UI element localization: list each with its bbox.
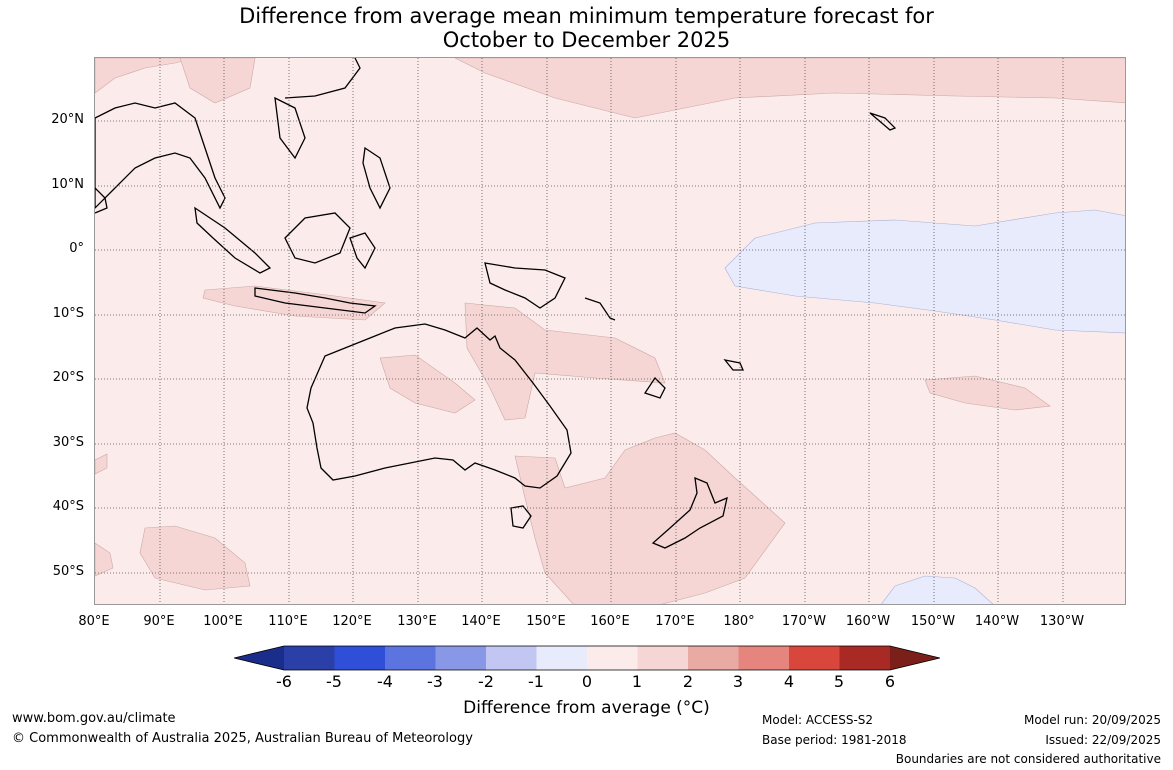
colorbar-tick-1: 1 [631,672,643,691]
sulawesi-coastline [349,232,376,270]
lat-label-0: 0° [69,241,84,256]
colorbar-segment-3-4 [738,646,789,670]
map-title: Difference from average mean minimum tem… [0,4,1173,52]
colorbar-label: Difference from average (°C) [463,698,710,718]
lon-label-170w: 170°W [781,614,827,629]
title-line-2: October to December 2025 [442,28,731,52]
fiji-coastline [723,359,744,371]
lon-label-160w: 160°W [845,614,891,629]
anomaly-region-west-edge [95,453,108,475]
colorbar-segment-min4-min3 [385,646,436,670]
colorbar-tick-min2: -2 [478,672,494,691]
hawaii-coastline [869,112,897,131]
colorbar-segment-min5-min4 [334,646,385,670]
lon-label-150e: 150°E [526,614,566,629]
anomaly-region-south-pacific-east [924,375,1051,411]
colorbar-segment-min3-min2 [435,646,486,670]
colorbar-tick-min1: -1 [528,672,544,691]
colorbar-segment-4-5 [789,646,840,670]
anomaly-region-southern-ocean-east [881,575,994,604]
lon-label-120e: 120°E [332,614,372,629]
anomaly-region-indochina [179,58,256,104]
lon-label-100e: 100°E [203,614,243,629]
lon-label-150w: 150°W [910,614,956,629]
colorbar-tick-4: 4 [783,672,795,691]
borneo-coastline [284,212,351,264]
sumatra-coastline [194,206,272,274]
model-run-date: Model run: 20/09/2025 [1023,713,1161,727]
new-caledonia-coastline [643,376,666,399]
lon-label-130w: 130°W [1039,614,1085,629]
lat-label-30s: 30°S [52,435,84,450]
anomaly-region-indonesia-south [202,285,386,321]
anomaly-region-far-southwest [95,542,114,577]
colorbar-segment-min1-0 [536,646,587,670]
anomaly-region-equatorial-pacific [724,209,1125,334]
anomaly-minus1-to-0-regions [724,209,1125,604]
forecast-map [94,57,1126,605]
lon-label-160e: 160°E [590,614,630,629]
philippines-coastline [362,146,391,210]
sri-lanka-coastline [95,187,108,214]
boundaries-disclaimer: Boundaries are not considered authoritat… [895,752,1161,766]
colorbar-tick-min6: -6 [276,672,292,691]
issued-date: Issued: 22/09/2025 [1045,733,1161,747]
colorbar-segment-0-1 [587,646,638,670]
lon-label-180: 180° [723,614,755,629]
colorbar-tick-6: 6 [884,672,896,691]
colorbar-segment-2-3 [688,646,739,670]
anomaly-region-tasman-sea [514,432,786,604]
lon-label-140w: 140°W [974,614,1020,629]
map-canvas [95,58,1125,604]
title-line-1: Difference from average mean minimum tem… [239,4,934,28]
lat-label-10n: 10°N [51,177,84,192]
colorbar-tick-5: 5 [833,672,845,691]
copyright-text: © Commonwealth of Australia 2025, Austra… [12,731,473,746]
new-guinea-coastline [484,262,566,309]
anomaly-region-southern-ocean-west [139,525,251,591]
website-link[interactable]: www.bom.gov.au/climate [12,711,176,726]
colorbar-segment-5-6 [839,646,890,670]
anomaly-region-coral-sea [464,302,666,421]
base-period: Base period: 1981-2018 [762,733,907,747]
colorbar-segment-below-min6 [234,646,284,670]
lon-label-130e: 130°E [397,614,437,629]
lon-label-170e: 170°E [655,614,695,629]
solomon-islands-coastline [584,297,616,321]
anomaly-1-to-2-regions [95,58,1125,604]
colorbar-segment-min6-min5 [284,646,335,670]
model-name: Model: ACCESS-S2 [762,713,874,727]
new-zealand-coastline [651,476,728,549]
lon-label-90e: 90°E [143,614,175,629]
colorbar [234,645,940,671]
china-coastline [284,58,361,99]
colorbar-tick-2: 2 [682,672,694,691]
graticule [95,58,1125,604]
colorbar-tick-min3: -3 [427,672,443,691]
colorbar-tick-min5: -5 [326,672,342,691]
lat-label-20n: 20°N [51,112,84,127]
lat-label-50s: 50°S [52,564,84,579]
australia-coastline [306,323,572,489]
lat-label-20s: 20°S [52,370,84,385]
colorbar-segment-min2-min1 [486,646,537,670]
coastlines [95,58,897,549]
lon-label-140e: 140°E [461,614,501,629]
lon-label-80e: 80°E [78,614,110,629]
lat-label-10s: 10°S [52,306,84,321]
asia-mainland-coastline [95,102,226,210]
lat-label-40s: 40°S [52,499,84,514]
colorbar-tick-0: 0 [581,672,593,691]
anomaly-region-australia-interior [379,354,476,414]
colorbar-tick-3: 3 [732,672,744,691]
indochina-coastline [274,96,306,160]
lon-label-110e: 110°E [268,614,308,629]
colorbar-segment-1-2 [637,646,688,670]
java-lesser-sunda-coastline [254,287,377,314]
tasmania-coastline [510,505,532,529]
anomaly-region-north-pacific [454,58,1125,119]
anomaly-region-north-india [95,58,196,94]
colorbar-segment-above-6 [890,646,940,670]
colorbar-tick-min4: -4 [377,672,393,691]
